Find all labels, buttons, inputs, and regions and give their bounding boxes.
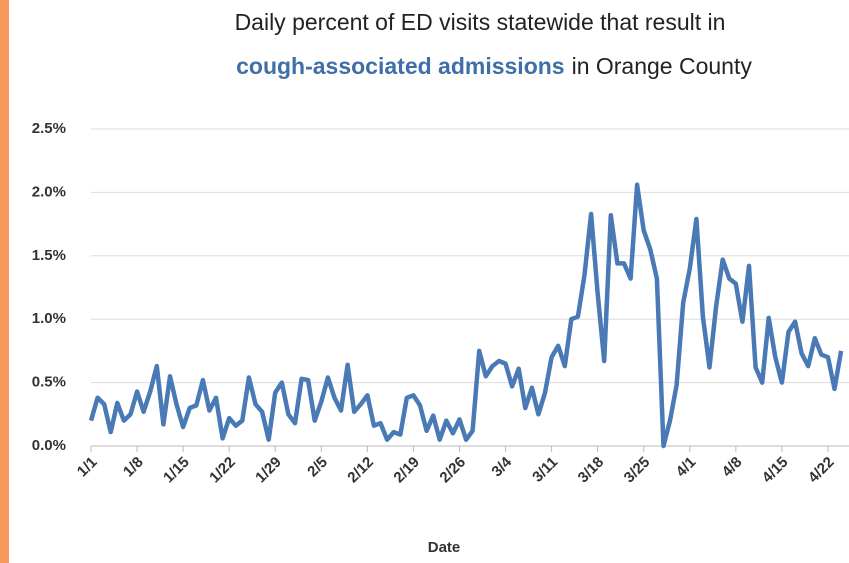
y-tick-label: 1.5% <box>32 247 66 264</box>
x-tick-label: 2/12 <box>344 454 377 487</box>
x-tick-label: 1/15 <box>160 454 193 487</box>
x-tick-label: 4/15 <box>759 454 792 487</box>
data-line <box>88 182 844 449</box>
x-tick-label: 4/1 <box>673 454 700 481</box>
x-tick-label: 3/18 <box>575 454 608 487</box>
x-tick-label: 3/11 <box>529 454 561 486</box>
x-tick-label: 4/22 <box>805 454 838 487</box>
chart-title-2: cough-associated admissions in Orange Cou… <box>236 53 752 79</box>
title-highlight: cough-associated admissions <box>236 53 564 79</box>
x-tick-label: 3/25 <box>621 454 654 487</box>
x-tick-label: 2/26 <box>436 454 469 487</box>
x-tick-label: 3/4 <box>488 453 515 480</box>
x-tick-label: 1/8 <box>120 454 147 481</box>
y-tick-label: 2.5% <box>32 120 66 137</box>
chart-title: Daily percent of ED visits statewide tha… <box>235 9 726 35</box>
side-bar <box>0 0 9 563</box>
y-tick-label: 2.0% <box>32 183 66 200</box>
y-tick-label: 1.0% <box>32 310 66 327</box>
x-tick-label: 1/1 <box>74 454 101 481</box>
x-tick-label: 2/19 <box>390 454 423 487</box>
x-tick-label: 4/8 <box>719 454 746 481</box>
y-tick-label: 0.5% <box>32 374 66 391</box>
title-rest: in Orange County <box>572 53 753 79</box>
x-tick-label: 1/22 <box>206 454 239 487</box>
y-tick-label: 0.0% <box>32 437 66 454</box>
x-tick-label: 1/29 <box>252 454 285 487</box>
x-tick-label: 2/5 <box>304 454 331 481</box>
x-axis-label: Date <box>428 539 461 556</box>
